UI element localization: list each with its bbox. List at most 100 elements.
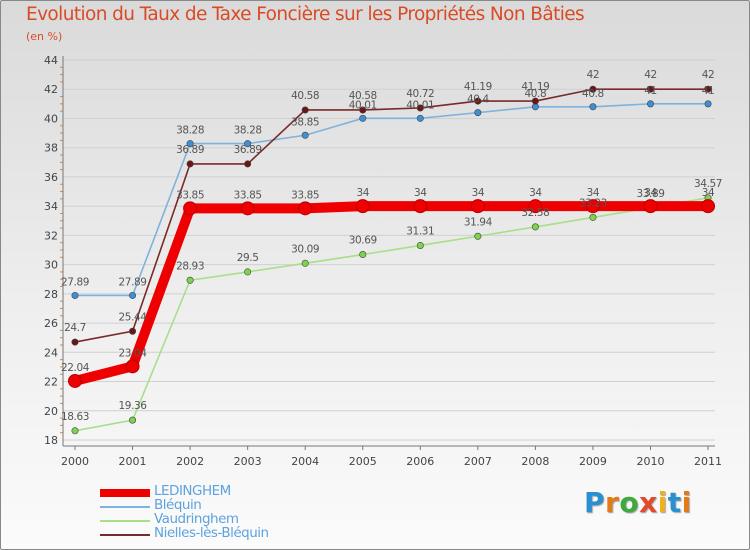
data-point [301,259,309,267]
data-label: 38.28 [176,125,204,137]
data-label: 23.04 [119,347,148,359]
data-label: 33.23 [579,197,607,209]
series-lines [73,88,709,432]
legend-swatch [100,520,150,522]
data-label: 40.8 [582,88,604,100]
data-point [71,427,79,435]
data-point [589,85,597,93]
data-point [643,199,658,214]
data-label: 36.89 [234,144,262,156]
legend-label: LEDINGHEM [154,483,231,499]
data-point [129,291,137,299]
data-label: 40.58 [349,90,377,102]
logo-letter: i [681,486,692,519]
data-point [301,106,309,114]
data-label: 41.19 [521,81,549,93]
data-label: 40.4 [467,94,489,106]
data-label: 32.58 [521,207,549,219]
data-point [240,201,255,216]
legend-label: Nielles-lès-Bléquin [154,525,269,541]
legend-swatch [100,534,150,536]
data-label: 40.58 [291,90,319,102]
data-point [531,223,539,231]
data-label: 40.72 [406,88,434,100]
data-label: 34 [644,187,657,199]
y-tick-label: 20 [44,405,58,418]
x-tick-label: 2011 [694,455,722,468]
data-label: 30.09 [291,243,319,255]
data-point [355,199,370,214]
data-point [129,327,137,335]
data-label: 34.57 [694,178,722,190]
data-label: 34 [529,187,542,199]
data-label: 19.36 [119,400,148,412]
y-tick-label: 44 [44,54,58,67]
x-tick-label: 2010 [637,455,665,468]
y-tick-label: 22 [44,376,58,389]
data-point [474,232,482,240]
data-label: 42 [702,69,715,81]
legend-swatch [100,506,150,508]
y-tick-label: 26 [44,317,58,330]
data-point [646,85,654,93]
axes: 18 20 22 24 26 28 30 32 34 36 38 40 42 44 2000 2001 2002… [44,54,722,468]
y-tick-label: 42 [44,83,58,96]
x-tick-label: 2004 [291,455,319,468]
data-label: 34 [356,187,369,199]
data-label: 41 [702,85,715,97]
data-label: 42 [644,69,657,81]
data-label: 38.28 [234,125,262,137]
data-point [129,416,137,424]
data-label: 42 [587,69,600,81]
data-label: 18.63 [61,411,89,423]
data-point [186,276,194,284]
data-point [244,268,252,276]
data-label: 40.8 [525,88,547,100]
data-point [244,160,252,168]
data-point [704,100,712,108]
data-label: 31.31 [406,225,434,237]
data-label: 22.04 [61,362,90,374]
data-point [585,199,600,214]
y-tick-label: 36 [44,171,58,184]
data-label: 41 [644,85,657,97]
x-tick-label: 2007 [464,455,492,468]
data-label: 33.89 [636,188,664,200]
logo-letter: P [584,486,606,519]
data-label: 38.85 [291,116,319,128]
logo-letter: x [639,486,658,519]
data-label: 27.89 [61,276,89,288]
logo-letter: t [667,486,682,519]
x-tick-label: 2002 [176,455,204,468]
data-point [589,213,597,221]
data-point [298,201,313,216]
data-label: 34 [414,187,427,199]
x-tick-label: 2006 [406,455,434,468]
data-label: 34 [702,187,715,199]
series-points [68,85,716,435]
data-point [474,97,482,105]
x-tick-label: 2003 [234,455,262,468]
data-point [71,291,79,299]
logo-letter: o [619,486,640,519]
series-line-1 [75,103,709,297]
data-label: 34 [472,187,485,199]
data-point [359,106,367,114]
y-axis-unit: (en %) [26,30,63,43]
data-label: 33.85 [176,189,204,201]
x-tick-label: 2008 [521,455,549,468]
data-point [528,199,543,214]
y-tick-label: 38 [44,142,58,155]
data-label: 40.01 [406,99,434,111]
legend-label: Bléquin [154,497,202,513]
x-tick-label: 2001 [119,455,147,468]
y-tick-label: 28 [44,288,58,301]
data-labels: 18.63 19.36 28.93 29.5 30.09 30.69 31.31 31.94 3… [61,69,723,423]
data-point [704,85,712,93]
y-tick-label: 32 [44,229,58,242]
x-tick-label: 2005 [349,455,377,468]
data-point [470,199,485,214]
data-point [71,338,79,346]
